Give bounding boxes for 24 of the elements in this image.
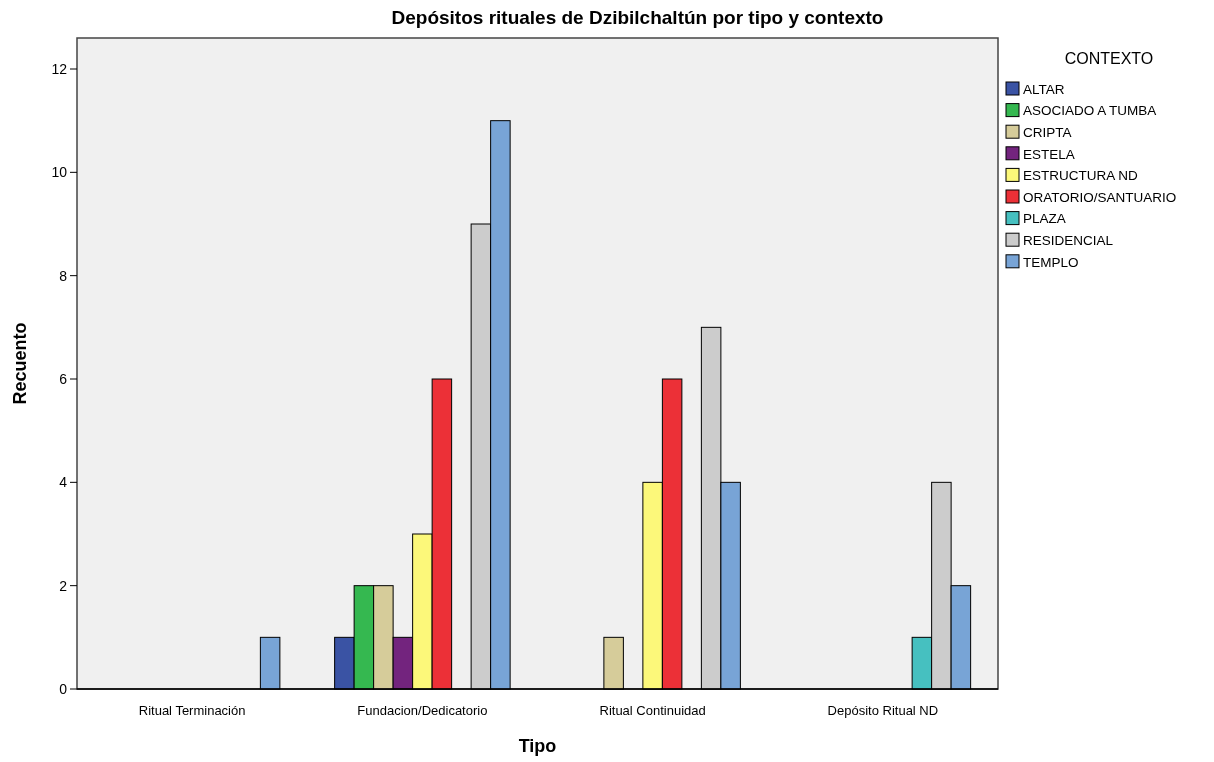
legend-label: RESIDENCIAL xyxy=(1023,232,1114,248)
y-tick-label: 0 xyxy=(59,680,68,697)
legend-label: ORATORIO/SANTUARIO xyxy=(1023,189,1177,205)
x-tick-label: Ritual Continuidad xyxy=(599,703,706,718)
y-axis-title: Recuento xyxy=(10,322,30,405)
y-tick-label: 8 xyxy=(59,267,68,284)
y-tick-label: 6 xyxy=(59,370,68,387)
x-tick-label: Depósito Ritual ND xyxy=(827,703,939,718)
legend-title: CONTEXTO xyxy=(1064,50,1154,67)
legend-label: CRIPTA xyxy=(1023,124,1072,140)
y-tick-label: 2 xyxy=(59,577,68,594)
legend-label: ESTRUCTURA ND xyxy=(1023,168,1139,184)
legend-label: ASOCIADO A TUMBA xyxy=(1023,103,1157,119)
y-tick-label: 10 xyxy=(51,164,68,181)
legend-label: ESTELA xyxy=(1023,146,1075,162)
x-tick-label: Ritual Terminación xyxy=(138,703,246,718)
legend-label: ALTAR xyxy=(1023,81,1065,97)
y-tick-label: 12 xyxy=(51,60,68,77)
legend-label: PLAZA xyxy=(1023,211,1066,227)
x-axis-title: Tipo xyxy=(518,736,557,756)
x-tick-label: Fundacion/Dedicatorio xyxy=(357,703,488,718)
legend-label: TEMPLO xyxy=(1023,254,1079,270)
chart-title: Depósitos rituales de Dzibilchaltún por tipo y contexto xyxy=(391,7,884,28)
y-tick-label: 4 xyxy=(59,474,68,491)
